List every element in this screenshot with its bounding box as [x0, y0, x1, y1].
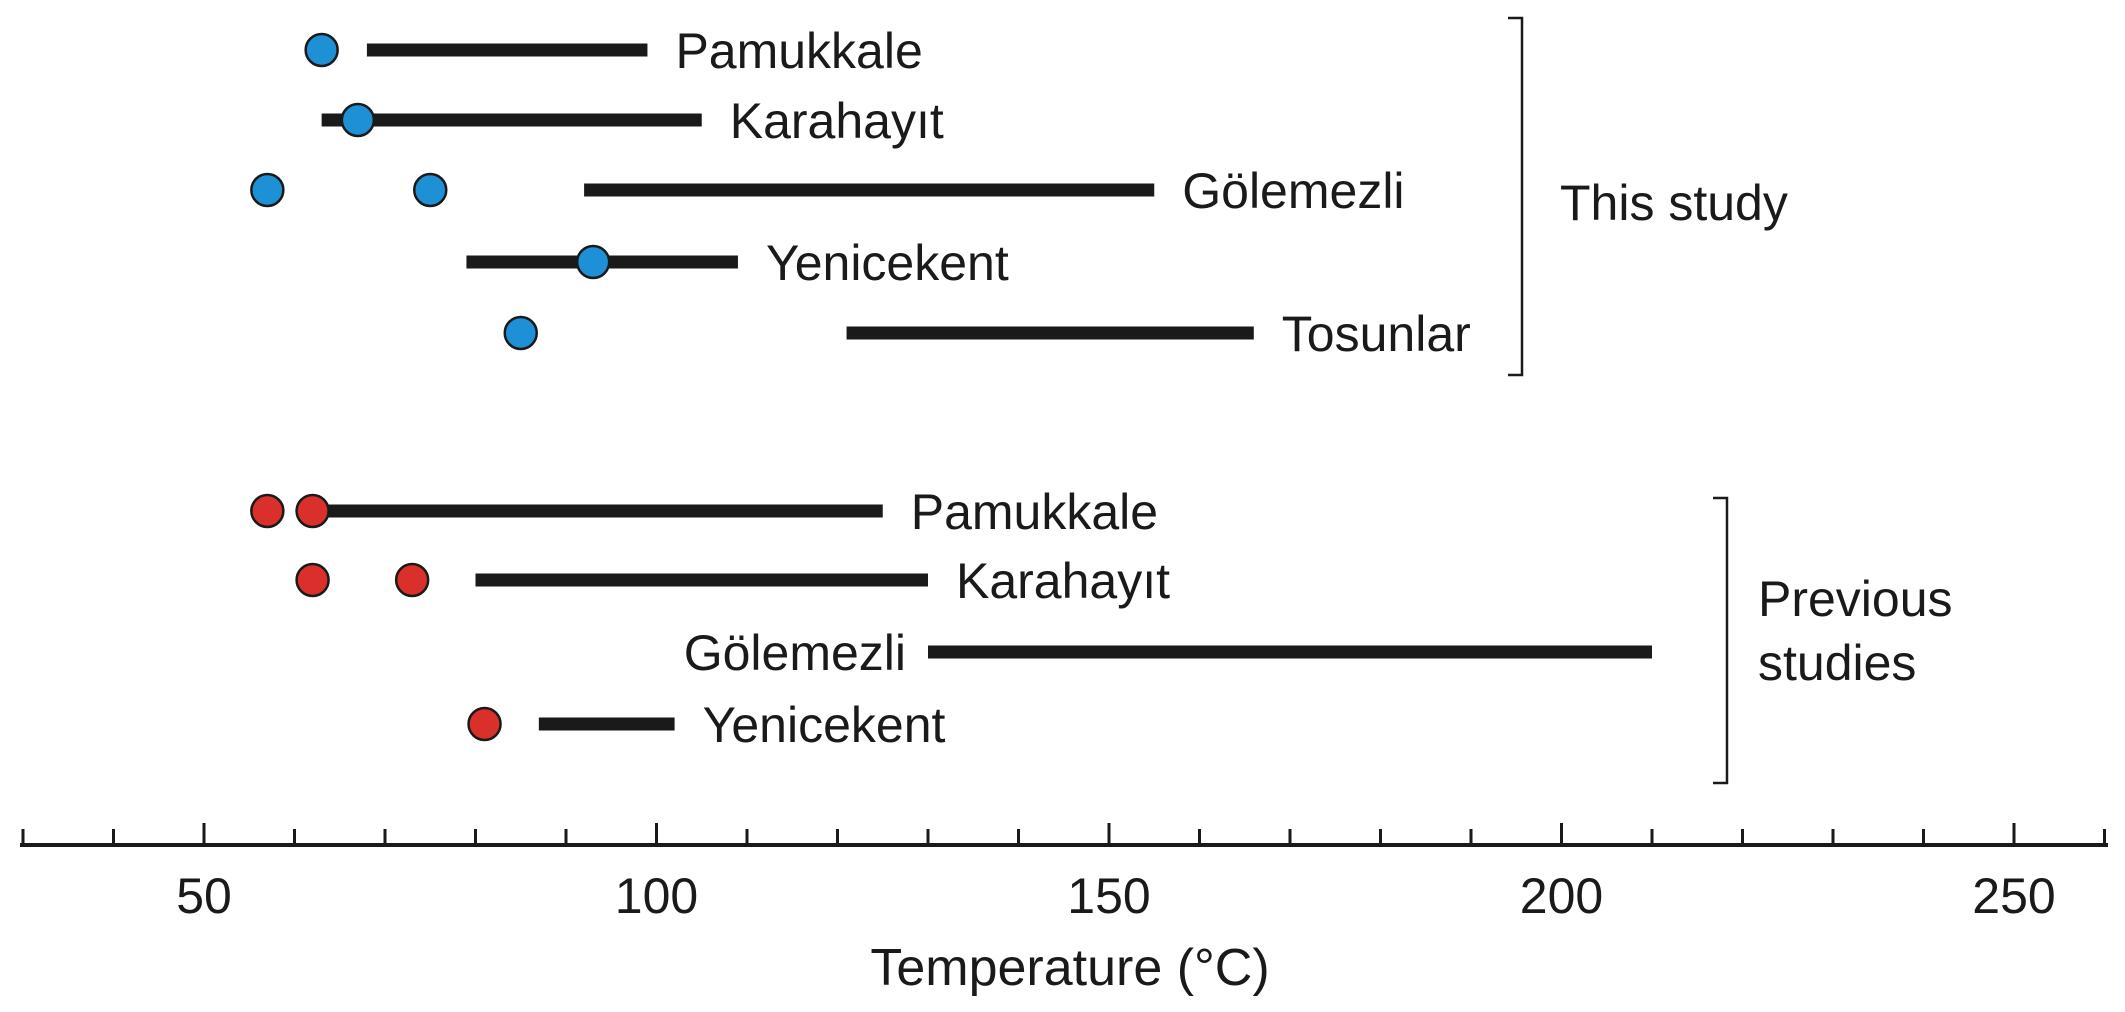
- range-row: Karahayıt: [321, 93, 944, 149]
- range-row: Pamukkale: [304, 23, 923, 79]
- group-label: studies: [1758, 635, 1916, 691]
- site-label: Karahayıt: [730, 93, 944, 149]
- site-label: Gölemezli: [684, 625, 906, 681]
- data-point: [295, 562, 330, 598]
- range-row: Gölemezli: [684, 625, 1652, 681]
- x-tick-label: 50: [176, 868, 232, 924]
- group-bracket: Previous studies: [1713, 496, 1953, 785]
- data-point: [304, 32, 339, 68]
- site-label: Yenicekent: [766, 235, 1009, 291]
- data-point: [503, 315, 538, 351]
- bracket-line: [1713, 496, 1729, 785]
- data-point: [394, 562, 430, 598]
- group-label: This study: [1560, 175, 1788, 231]
- data-point: [467, 706, 502, 742]
- data-point: [295, 493, 330, 529]
- data-point: [250, 493, 285, 529]
- bracket-line: [1508, 16, 1524, 377]
- site-label: Pamukkale: [675, 23, 922, 79]
- site-label: Yenicekent: [703, 697, 946, 753]
- rows-layer: Pamukkale Karahayıt Gölemezli Yenicekent Tos…: [250, 23, 1652, 753]
- x-tick-label: 100: [615, 868, 698, 924]
- x-tick-label: 250: [1972, 868, 2055, 924]
- range-row: Gölemezli: [250, 163, 1405, 219]
- x-axis-title: Temperature (°C): [870, 939, 1269, 997]
- range-row: Yenicekent: [467, 697, 946, 753]
- range-row: Tosunlar: [503, 306, 1471, 362]
- data-point: [340, 102, 376, 138]
- data-point: [413, 172, 448, 208]
- group-bracket: This study: [1508, 16, 1788, 377]
- site-label: Gölemezli: [1182, 163, 1404, 219]
- data-point: [575, 244, 611, 280]
- data-point: [250, 172, 285, 208]
- x-tick-label: 150: [1067, 868, 1150, 924]
- site-label: Pamukkale: [911, 484, 1158, 540]
- range-row: Karahayıt: [295, 553, 1170, 609]
- x-axis: 50 100 150 200 250: [20, 823, 2108, 924]
- site-label: Tosunlar: [1282, 306, 1471, 362]
- range-row: Pamukkale: [250, 484, 1158, 540]
- brackets-layer: This study Previous studies: [1508, 16, 1953, 785]
- range-row: Yenicekent: [466, 235, 1009, 291]
- x-tick-label: 200: [1520, 868, 1603, 924]
- group-label: Previous: [1758, 571, 1953, 627]
- site-label: Karahayıt: [956, 553, 1170, 609]
